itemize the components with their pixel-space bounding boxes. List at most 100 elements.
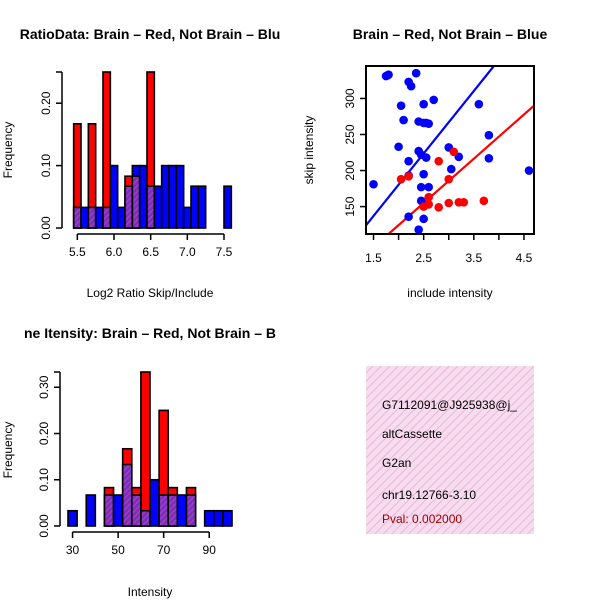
intensity-hist-y-tick-label: 0.00 <box>37 514 51 538</box>
ratio-histogram-xlabel: Log2 Ratio Skip/Include <box>87 286 214 300</box>
ratio-hist-notbrain-bar <box>138 164 148 229</box>
scatter-frame <box>365 65 535 235</box>
ratio-hist-notbrain-bar <box>168 164 178 229</box>
scatter-point-blue <box>524 166 534 175</box>
ratio-hist-notbrain-bar <box>223 185 233 229</box>
scatter-point-blue <box>404 156 413 166</box>
intensity-hist-notbrain-bar <box>167 494 179 527</box>
scatter-xlabel: include intensity <box>407 286 492 300</box>
intensity-histogram-title: ne Itensity: Brain – Red, Not Brain – B <box>24 325 276 341</box>
scatter-fit-line-blue <box>366 66 495 227</box>
ratio-hist-x-tick-label: 7.0 <box>179 245 196 259</box>
scatter-point-blue <box>369 179 378 189</box>
ratio-hist-y-tick-label: 0.00 <box>39 216 53 240</box>
ratio-hist-brain-bar <box>102 71 112 229</box>
scatter-point-blue <box>474 99 484 109</box>
ratio-hist-notbrain-bar <box>80 206 90 229</box>
ratio-hist-x-tick-label: 5.5 <box>69 245 86 259</box>
intensity-hist-notbrain-bar <box>130 494 142 527</box>
info-chrom: chr19.12766-3.10 <box>382 488 476 502</box>
info-event-type: altCassette <box>382 427 442 441</box>
scatter-point-blue <box>429 95 439 105</box>
ratio-hist-x-tick-label: 7.5 <box>216 245 233 259</box>
scatter-title: Brain – Red, Not Brain – Blue <box>353 26 548 42</box>
intensity-hist-notbrain-bar <box>140 509 151 527</box>
ratio-hist-notbrain-bar <box>182 206 192 229</box>
scatter-x-tick-label: 3.5 <box>465 251 482 265</box>
ratio-hist-x-tick-label: 6.0 <box>106 245 123 259</box>
scatter-ylabel: skip intensity <box>302 116 316 185</box>
ratio-hist-notbrain-bar <box>102 206 112 229</box>
scatter-point-red <box>396 174 406 184</box>
scatter-point-blue <box>419 214 428 224</box>
ratio-histogram: RatioData: Brain – Red, Not Brain – Blu … <box>1 26 280 300</box>
scatter-point-blue <box>399 115 408 125</box>
ratio-hist-notbrain-bar <box>109 164 119 229</box>
intensity-hist-notbrain-bar <box>176 494 188 527</box>
scatter-point-red <box>404 172 413 181</box>
intensity-hist-notbrain-bar <box>185 494 197 527</box>
scatter-point-red <box>444 174 454 184</box>
scatter-point-red <box>434 156 444 166</box>
ratio-hist-notbrain-bar <box>160 164 170 229</box>
scatter-point-blue <box>394 142 403 152</box>
ratio-hist-notbrain-bar <box>197 185 207 229</box>
scatter-y-tick-label: 250 <box>343 124 357 144</box>
intensity-hist-notbrain-bar <box>103 494 115 527</box>
scatter-point-blue <box>424 182 433 192</box>
scatter-y-tick-label: 200 <box>343 160 357 180</box>
scatter-point-blue <box>446 164 456 174</box>
scatter-point-blue <box>384 70 393 79</box>
ratio-hist-notbrain-bar <box>72 206 82 229</box>
scatter-point-blue <box>419 169 428 179</box>
scatter-point-red <box>459 197 469 207</box>
ratio-hist-notbrain-bar <box>124 185 134 229</box>
ratio-hist-notbrain-bar <box>87 206 97 229</box>
scatter-point-red <box>424 200 433 209</box>
scatter-x-tick-label: 4.5 <box>516 251 533 265</box>
ratio-hist-notbrain-bar <box>153 185 163 229</box>
scatter-point-blue <box>404 212 413 221</box>
scatter-x-tick-label: 2.5 <box>415 251 432 265</box>
ratio-hist-y-tick-label: 0.10 <box>39 154 53 178</box>
scatter-point-blue <box>416 182 426 192</box>
ratio-hist-notbrain-bar <box>131 175 141 229</box>
scatter-point-blue <box>424 119 433 128</box>
scatter-point-red <box>449 147 459 157</box>
ratio-hist-notbrain-bar <box>94 206 104 229</box>
scatter-point-blue <box>396 101 406 110</box>
intensity-hist-y-tick-label: 0.10 <box>37 468 51 492</box>
intensity-hist-x-tick-label: 70 <box>157 543 171 557</box>
ratio-hist-notbrain-bar <box>175 164 185 229</box>
intensity-hist-notbrain-bar <box>67 509 78 527</box>
scatter-point-blue <box>484 153 494 163</box>
intensity-hist-brain-bar <box>140 371 151 527</box>
intensity-hist-notbrain-bar <box>222 509 233 527</box>
ratio-histogram-ylabel: Frequency <box>1 122 15 179</box>
scatter-point-red <box>434 203 444 212</box>
intensity-histogram-xlabel: Intensity <box>128 585 173 599</box>
info-gene: G2an <box>382 456 411 470</box>
intensity-hist-notbrain-bar <box>158 494 170 527</box>
scatter-fit-line-red <box>387 104 534 234</box>
info-pval: Pval: 0.002000 <box>382 512 462 526</box>
scatter-y-tick-label: 150 <box>343 196 357 216</box>
intensity-hist-notbrain-bar <box>121 463 133 527</box>
intensity-histogram-ylabel: Frequency <box>1 422 15 479</box>
intensity-hist-y-tick-label: 0.20 <box>37 422 51 446</box>
scatter-y-tick-label: 300 <box>343 88 357 108</box>
intensity-hist-y-tick-label: 0.30 <box>37 375 51 399</box>
info-event-id: G7112091@J925938@j_ <box>382 398 517 412</box>
scatter-point-blue <box>484 130 494 140</box>
scatter-point-red <box>444 198 454 208</box>
scatter-point-blue <box>406 81 416 91</box>
intensity-scatter: Brain – Red, Not Brain – Blue include in… <box>302 26 547 300</box>
scatter-point-blue <box>419 99 428 109</box>
scatter-point-blue <box>414 225 423 234</box>
intensity-hist-notbrain-bar <box>203 509 215 527</box>
info-box: G7112091@J925938@j_ altCassette G2an chr… <box>366 366 534 534</box>
intensity-hist-x-tick-label: 50 <box>111 543 125 557</box>
scatter-point-blue <box>411 68 421 78</box>
ratio-hist-notbrain-bar <box>146 185 156 229</box>
